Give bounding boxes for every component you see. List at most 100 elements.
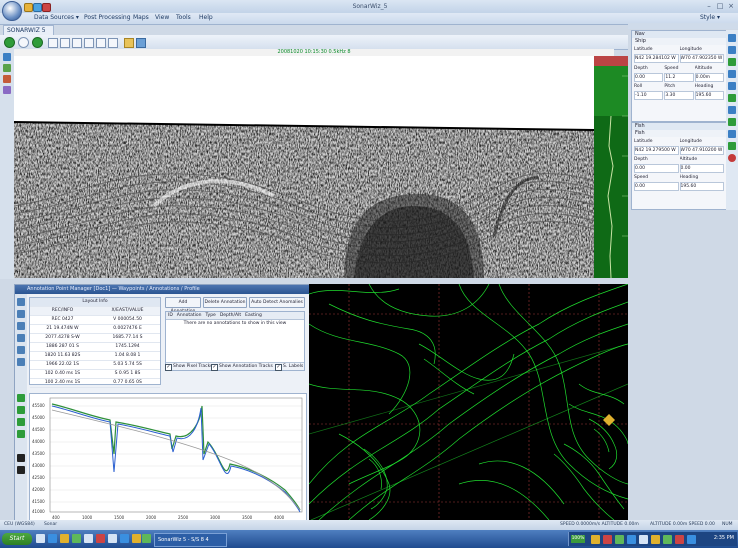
show-pixel-tracks-checkbox[interactable]: ✓ Show Pixel Tracks	[165, 364, 213, 371]
tool-icon[interactable]	[17, 310, 25, 318]
tool-icon[interactable]	[3, 64, 11, 72]
quicklaunch-icon[interactable]	[60, 534, 69, 543]
quicklaunch-icon[interactable]	[36, 534, 45, 543]
tray-icon[interactable]	[603, 535, 612, 544]
menu-help[interactable]: Help	[199, 14, 213, 21]
maximize-button[interactable]: □	[716, 2, 724, 10]
document-tab[interactable]: SONARWIZ 5	[3, 25, 54, 35]
settings-icon[interactable]	[136, 38, 146, 48]
quicklaunch-icon[interactable]	[96, 534, 105, 543]
auto-detect-button[interactable]: Auto Detect Anomalies	[249, 297, 305, 308]
style-menu[interactable]: Style ▾	[700, 14, 720, 21]
quicklaunch-icon[interactable]	[108, 534, 117, 543]
table-row[interactable]: 1820 11.63 82S 1.04 8.08 1	[30, 352, 160, 361]
tool-icon[interactable]	[3, 86, 11, 94]
tool-icon[interactable]	[17, 346, 25, 354]
tool-icon[interactable]	[728, 130, 736, 138]
tray-icon[interactable]	[675, 535, 684, 544]
tool-icon[interactable]	[728, 106, 736, 114]
depth-profile-plot[interactable]: 45500 45000 44500 44000 43500 43000 4250…	[29, 393, 307, 523]
quicklaunch-icon[interactable]	[48, 534, 57, 543]
tool-icon[interactable]	[3, 53, 11, 61]
tool-icon[interactable]	[17, 466, 25, 474]
tray-icon[interactable]	[687, 535, 696, 544]
tool-icon[interactable]	[728, 46, 736, 54]
tool-icon[interactable]	[17, 358, 25, 366]
menu-data-sources[interactable]: Data Sources ▾	[34, 14, 79, 21]
folder-icon[interactable]	[124, 38, 134, 48]
table-row[interactable]: 1886 287 01 S 1745.1294	[30, 343, 160, 352]
depth-scale-bar[interactable]	[594, 56, 628, 278]
menu-maps[interactable]: Maps	[133, 14, 149, 21]
delete-annotation-button[interactable]: Delete Annotation	[203, 297, 247, 308]
menu-view[interactable]: View	[155, 14, 170, 21]
add-annotation-button[interactable]: Add Annotation	[165, 297, 201, 314]
tool-icon[interactable]	[728, 58, 736, 66]
tray-icon[interactable]	[663, 535, 672, 544]
record-icon[interactable]	[728, 154, 736, 162]
minimize-button[interactable]: –	[707, 2, 711, 10]
table-row[interactable]: 1966 22.02 1S 5.03 5.74 5S	[30, 361, 160, 370]
sonar-waterfall-image[interactable]	[14, 56, 594, 278]
table-row[interactable]: 100 2.40 ms 1S 0.77 0.65 0S	[30, 379, 160, 388]
quicklaunch-icon[interactable]	[132, 534, 141, 543]
stop-icon[interactable]	[72, 38, 82, 48]
show-labels-checkbox[interactable]: ✓ S. Labels	[275, 364, 303, 371]
tray-icon[interactable]	[651, 535, 660, 544]
panel-title-bar[interactable]: Annotation Point Manager [Doc1] — Waypoi…	[15, 285, 321, 294]
checkbox-checked-icon[interactable]: ✓	[275, 364, 282, 371]
start-button[interactable]: Start	[2, 533, 32, 545]
tool-icon[interactable]	[3, 75, 11, 83]
column-header[interactable]: Annotation	[176, 313, 202, 318]
menu-post-processing[interactable]: Post Processing	[84, 14, 131, 21]
rewind-icon[interactable]	[60, 38, 70, 48]
zoom-indicator[interactable]: 100%	[571, 535, 585, 543]
table-row[interactable]: REC 0427 V 000054.50	[30, 316, 160, 325]
column-header[interactable]: Type	[205, 313, 216, 318]
bathymetry-contour-map[interactable]	[309, 284, 628, 520]
quick-close-icon[interactable]	[42, 3, 51, 12]
quicklaunch-icon[interactable]	[120, 534, 129, 543]
column-header[interactable]: Easting	[245, 313, 262, 318]
tool-icon[interactable]	[17, 298, 25, 306]
application-menu-button[interactable]	[2, 1, 22, 21]
clock[interactable]: 2:35 PM	[713, 535, 734, 541]
tool-icon[interactable]	[728, 34, 736, 42]
quicklaunch-icon[interactable]	[84, 534, 93, 543]
tool-icon[interactable]	[17, 406, 25, 414]
tray-icon[interactable]	[591, 535, 600, 544]
tool-icon[interactable]	[728, 82, 736, 90]
record-icon[interactable]	[32, 37, 43, 48]
table-row[interactable]: 102 0.40 ms 1S S 0.95 1 8S	[30, 370, 160, 379]
pause-icon[interactable]	[18, 37, 29, 48]
quick-open-icon[interactable]	[33, 3, 42, 12]
taskbar-app-button[interactable]: SonarWiz 5 - S/S 8 4	[154, 533, 227, 547]
table-row[interactable]: 21 19.474N W 0.0027476 E	[30, 325, 160, 334]
step-back-icon[interactable]	[48, 38, 58, 48]
tool-icon[interactable]	[17, 418, 25, 426]
tool-icon[interactable]	[728, 94, 736, 102]
tool-icon[interactable]	[17, 322, 25, 330]
checkbox-checked-icon[interactable]: ✓	[211, 364, 218, 371]
quicklaunch-icon[interactable]	[142, 534, 151, 543]
tool-icon[interactable]	[17, 430, 25, 438]
tool-icon[interactable]	[728, 70, 736, 78]
horizontal-scrollbar[interactable]	[166, 362, 304, 370]
tool-icon[interactable]	[728, 118, 736, 126]
tool-icon[interactable]	[17, 454, 25, 462]
tray-icon[interactable]	[615, 535, 624, 544]
tool-icon[interactable]	[728, 142, 736, 150]
step-forward-icon[interactable]	[96, 38, 106, 48]
column-header[interactable]: ID	[168, 313, 173, 318]
menu-tools[interactable]: Tools	[176, 14, 191, 21]
quicklaunch-icon[interactable]	[72, 534, 81, 543]
tool-icon[interactable]	[17, 334, 25, 342]
tool-icon[interactable]	[17, 394, 25, 402]
forward-icon[interactable]	[84, 38, 94, 48]
table-row[interactable]: 2077.4278 S-W 1685.77.14 S	[30, 334, 160, 343]
play-icon[interactable]	[4, 37, 15, 48]
quick-save-icon[interactable]	[24, 3, 33, 12]
tray-icon[interactable]	[639, 535, 648, 544]
column-header[interactable]: Depth/Alt	[219, 313, 242, 318]
tray-icon[interactable]	[627, 535, 636, 544]
